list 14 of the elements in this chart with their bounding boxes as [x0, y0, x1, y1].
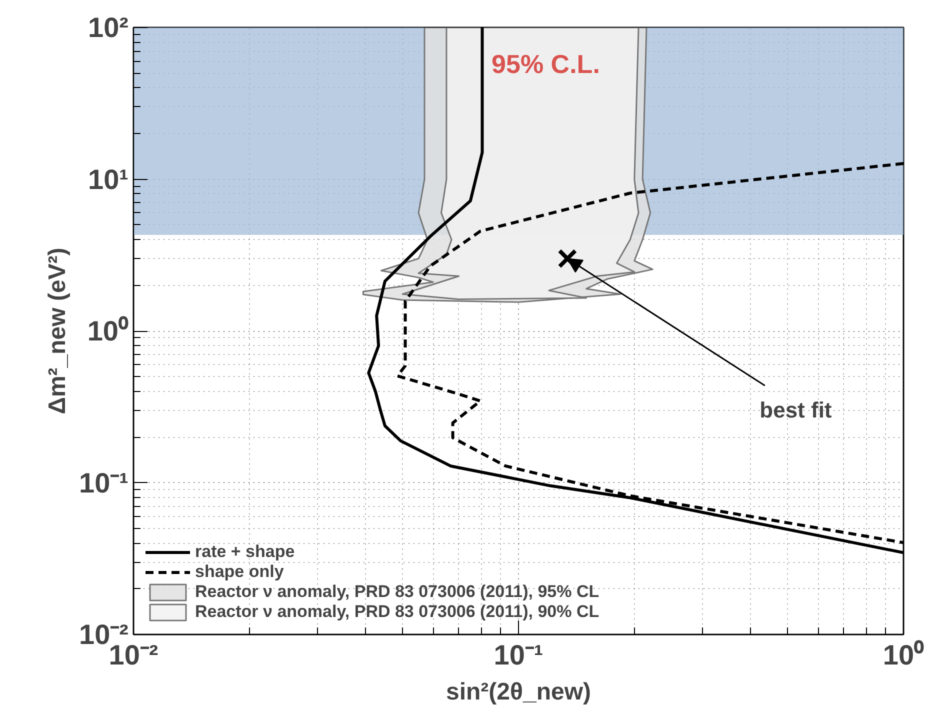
x-axis-title: sin²(2θ_new) — [446, 678, 591, 706]
legend-label: shape only — [195, 562, 284, 582]
y-tick-label: 10⁰ — [87, 316, 129, 346]
y-axis-title: Δm²_new (eV²) — [44, 248, 72, 414]
x-tick-label: 10⁰ — [882, 640, 924, 670]
y-tick-label: 10² — [88, 12, 128, 43]
legend-label: Reactor ν anomaly, PRD 83 073006 (2011), 90% CL — [195, 602, 600, 622]
annotation: best fit — [760, 397, 832, 422]
annotation: 95% C.L. — [492, 48, 600, 79]
legend-label: Reactor ν anomaly, PRD 83 073006 (2011), 95% CL — [195, 582, 600, 602]
y-tick-label: 10⁻¹ — [79, 467, 128, 498]
x-tick-label: 10⁻¹ — [494, 640, 544, 670]
y-tick-label: 10¹ — [88, 164, 128, 195]
legend-label: rate + shape — [195, 542, 295, 562]
